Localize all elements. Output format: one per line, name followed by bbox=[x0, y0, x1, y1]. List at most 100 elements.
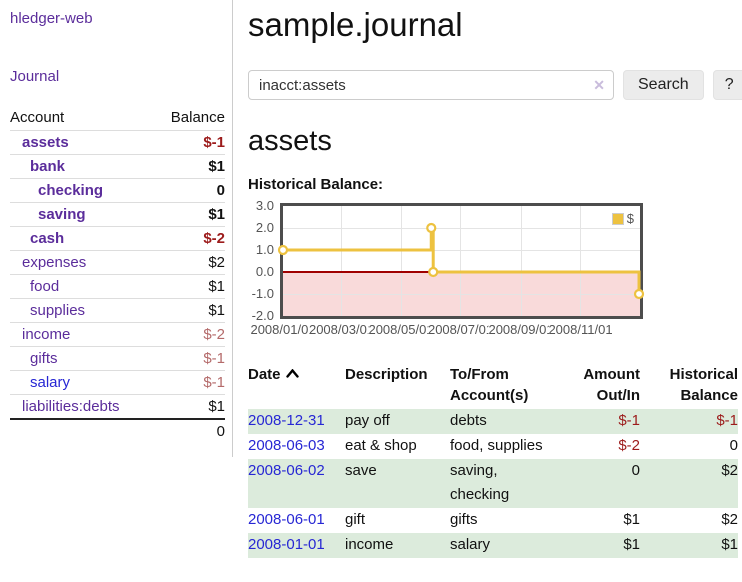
app-window: hledger-web Journal Account Balance asse… bbox=[0, 0, 742, 558]
account-link[interactable]: gifts bbox=[30, 350, 58, 367]
sort-ascending-icon bbox=[285, 368, 299, 378]
series-step-line bbox=[277, 222, 645, 300]
account-row: income $-2 bbox=[10, 322, 225, 347]
accounts-total-value: 0 bbox=[117, 418, 225, 443]
transaction-description: eat & shop bbox=[345, 437, 417, 454]
transaction-date-link[interactable]: 2008-01-01 bbox=[248, 536, 325, 553]
sidebar: hledger-web Journal Account Balance asse… bbox=[0, 0, 233, 457]
transaction-balance: $2 bbox=[721, 462, 738, 479]
transaction-balance: 0 bbox=[729, 437, 738, 454]
register-row: 2008-06-03 eat & shop food, supplies $-2… bbox=[248, 434, 738, 459]
account-row: saving $1 bbox=[10, 202, 225, 227]
chart-legend: $ bbox=[609, 210, 636, 227]
chart-y-axis: 3.0 2.0 1.0 0.0 -1.0 -2.0 bbox=[251, 198, 274, 323]
account-link[interactable]: checking bbox=[38, 182, 104, 199]
transaction-balance: $2 bbox=[721, 511, 738, 528]
app-title-link[interactable]: hledger-web bbox=[10, 10, 93, 27]
transaction-accounts: salary bbox=[450, 536, 491, 553]
sidebar-item-journal[interactable]: Journal bbox=[10, 68, 60, 85]
accounts-header-account: Account bbox=[10, 109, 65, 126]
register-row: 2008-06-02 save saving, checking 0 $2 bbox=[248, 459, 738, 508]
transaction-date-link[interactable]: 2008-06-03 bbox=[248, 437, 325, 454]
account-row: checking 0 bbox=[10, 178, 225, 203]
accounts-total-row: 0 bbox=[10, 418, 225, 443]
transaction-amount: $-2 bbox=[618, 437, 640, 454]
account-row: supplies $1 bbox=[10, 298, 225, 323]
transaction-accounts: saving, checking bbox=[450, 462, 510, 503]
transaction-date-link[interactable]: 2008-06-01 bbox=[248, 511, 325, 528]
transaction-description: save bbox=[345, 462, 377, 479]
page-title: sample.journal bbox=[248, 6, 463, 43]
account-row: gifts $-1 bbox=[10, 346, 225, 371]
transaction-date-link[interactable]: 2008-06-02 bbox=[248, 462, 325, 479]
register-header-amount: Amount Out/In bbox=[583, 366, 640, 404]
transaction-amount: $1 bbox=[623, 536, 640, 553]
main-content: sample.journal ✕ Search ? assets Histori… bbox=[233, 0, 742, 558]
transaction-amount: 0 bbox=[631, 462, 640, 479]
register-header-description: Description bbox=[345, 366, 428, 383]
transaction-amount: $1 bbox=[623, 511, 640, 528]
account-link[interactable]: income bbox=[22, 326, 71, 343]
accounts-table-body: assets $-1 bank $1 checking 0 saving $1 … bbox=[10, 130, 225, 419]
register-row: 2008-01-01 income salary $1 $1 bbox=[248, 533, 738, 558]
account-balance: $1 bbox=[117, 154, 225, 179]
register-row: 2008-06-01 gift gifts $1 $2 bbox=[248, 508, 738, 533]
chart-plot: $ bbox=[277, 203, 645, 319]
account-link[interactable]: food bbox=[30, 278, 60, 295]
transaction-accounts: debts bbox=[450, 412, 487, 429]
transaction-accounts: food, supplies bbox=[450, 437, 543, 454]
account-link[interactable]: supplies bbox=[30, 302, 86, 319]
register-table: Date Description To/From Account(s) Amou… bbox=[248, 364, 738, 558]
account-link[interactable]: assets bbox=[22, 134, 69, 151]
help-button[interactable]: ? bbox=[712, 70, 742, 100]
account-row: salary $-1 bbox=[10, 370, 225, 395]
clear-search-icon[interactable]: ✕ bbox=[593, 77, 605, 93]
chart-section-label: Historical Balance: bbox=[248, 176, 384, 193]
transaction-amount: $-1 bbox=[618, 412, 640, 429]
search-button[interactable]: Search bbox=[623, 70, 704, 100]
account-balance: $2 bbox=[117, 250, 225, 275]
account-heading: assets bbox=[248, 125, 332, 157]
accounts-table: Account Balance assets $-1 bank $1 check… bbox=[10, 107, 225, 443]
account-row: assets $-1 bbox=[10, 130, 225, 155]
account-link[interactable]: bank bbox=[30, 158, 66, 175]
account-link[interactable]: saving bbox=[38, 206, 86, 223]
account-link[interactable]: salary bbox=[30, 374, 71, 391]
transaction-description: income bbox=[345, 536, 394, 553]
account-balance: $1 bbox=[117, 274, 225, 299]
account-row: expenses $2 bbox=[10, 250, 225, 275]
account-row: bank $1 bbox=[10, 154, 225, 179]
account-balance: $-2 bbox=[117, 322, 225, 347]
chart-x-axis: 2008/01/01 2008/03/01 2008/05/01 2008/07/01… bbox=[250, 322, 613, 338]
legend-color-swatch bbox=[611, 212, 624, 225]
register-header-date[interactable]: Date bbox=[248, 364, 345, 409]
account-balance: 0 bbox=[117, 178, 225, 203]
search-box: ✕ bbox=[248, 70, 614, 100]
account-balance: $1 bbox=[117, 298, 225, 323]
account-balance: $-2 bbox=[117, 226, 225, 251]
register-header-accounts: To/From Account(s) bbox=[450, 366, 529, 404]
account-balance: $1 bbox=[117, 394, 225, 419]
transaction-balance: $1 bbox=[721, 536, 738, 553]
account-balance: $-1 bbox=[117, 130, 225, 155]
historical-balance-chart: 3.0 2.0 1.0 0.0 -1.0 -2.0 $ 2008/01/01 2008/03… bbox=[248, 198, 648, 343]
accounts-header-row: Account Balance bbox=[10, 107, 225, 131]
account-balance: $-1 bbox=[117, 370, 225, 395]
transaction-description: gift bbox=[345, 511, 366, 528]
account-row: cash $-2 bbox=[10, 226, 225, 251]
transaction-description: pay off bbox=[345, 412, 390, 429]
register-row: 2008-12-31 pay off debts $-1 $-1 bbox=[248, 409, 738, 434]
register-header-row: Date Description To/From Account(s) Amou… bbox=[248, 364, 738, 409]
transaction-balance: $-1 bbox=[716, 412, 738, 429]
register-table-body: 2008-12-31 pay off debts $-1 $-1 2008-06… bbox=[248, 409, 738, 558]
search-input[interactable] bbox=[248, 70, 614, 100]
account-link[interactable]: cash bbox=[30, 230, 65, 247]
transaction-accounts: gifts bbox=[450, 511, 478, 528]
account-balance: $1 bbox=[117, 202, 225, 227]
legend-label: $ bbox=[626, 211, 634, 226]
account-link[interactable]: expenses bbox=[22, 254, 87, 271]
account-balance: $-1 bbox=[117, 346, 225, 371]
account-link[interactable]: liabilities:debts bbox=[22, 398, 120, 415]
transaction-date-link[interactable]: 2008-12-31 bbox=[248, 412, 325, 429]
register-header-balance: Historical Balance bbox=[669, 366, 738, 404]
